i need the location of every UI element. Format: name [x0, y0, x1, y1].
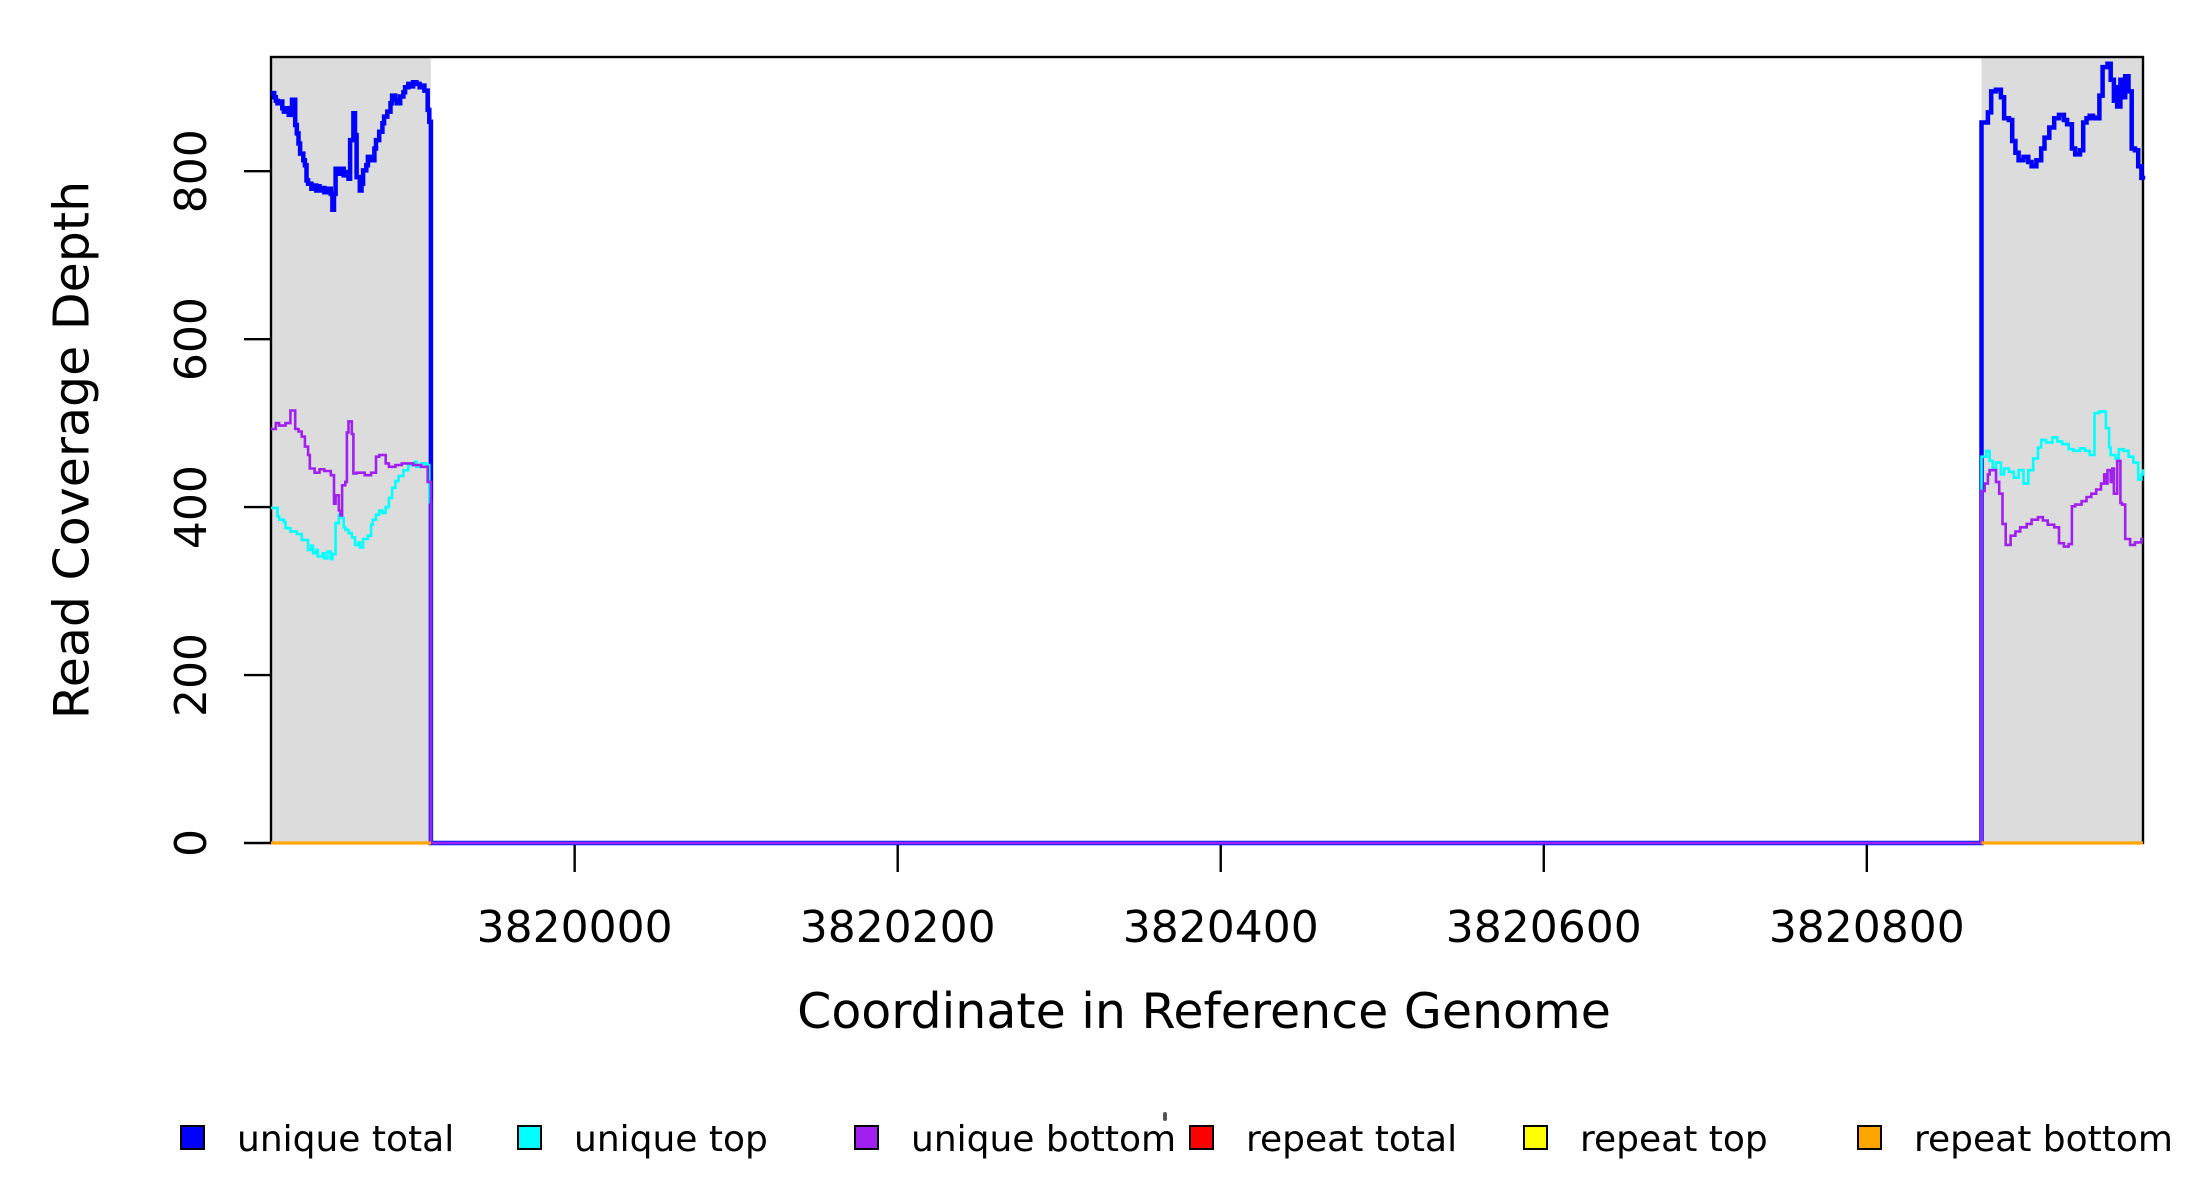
repeat-region-right — [1981, 57, 2143, 843]
y-tick-label: 200 — [166, 633, 217, 717]
series-line-unique-bottom — [271, 409, 2143, 845]
y-tick-label: 0 — [166, 829, 217, 857]
x-tick-label: 3820000 — [477, 902, 673, 953]
x-tick-label: 3820200 — [800, 902, 996, 953]
x-axis-title: Coordinate in Reference Genome — [797, 983, 1611, 1040]
y-tick-label: 400 — [166, 465, 217, 549]
plot-frame — [269, 55, 2145, 845]
x-tick-label: 3820600 — [1446, 902, 1642, 953]
repeat-region-left — [271, 57, 431, 843]
stray-mark-artifact — [1163, 1112, 1167, 1121]
x-tick-label: 3820800 — [1769, 902, 1965, 953]
y-tick-label: 800 — [166, 129, 217, 213]
series-line-unique-top — [271, 410, 2145, 845]
series-line-unique-total — [271, 61, 2146, 846]
y-axis-title: Read Coverage Depth — [43, 180, 101, 720]
x-tick-label: 3820400 — [1123, 902, 1319, 953]
y-tick-label: 600 — [166, 297, 217, 381]
